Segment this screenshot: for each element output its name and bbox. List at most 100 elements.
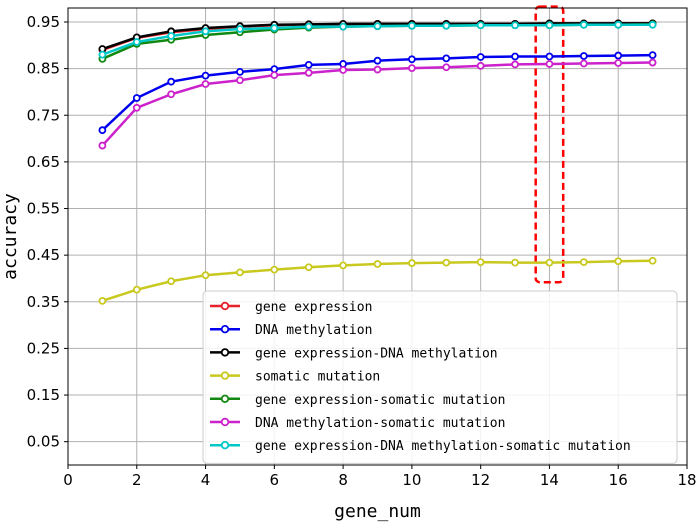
plot-frame xyxy=(67,7,688,466)
data-point xyxy=(511,52,519,61)
series-1 xyxy=(98,51,657,135)
data-point xyxy=(98,296,107,305)
data-point xyxy=(648,256,657,265)
y-tick-label: 0.85 xyxy=(27,60,60,78)
data-point xyxy=(614,20,623,29)
y-tick-label: 0.75 xyxy=(27,106,60,124)
x-axis-ticks: 0 2 4 6 8 10 12 14 16 18 xyxy=(63,465,697,489)
data-point xyxy=(579,52,588,60)
data-point xyxy=(407,64,416,73)
data-point xyxy=(373,22,382,31)
data-point xyxy=(476,61,485,70)
y-tick-label: 0.05 xyxy=(27,433,60,451)
legend-swatch-marker xyxy=(220,301,230,311)
data-point xyxy=(201,80,210,88)
series-3 xyxy=(98,256,657,305)
series-layer xyxy=(98,19,657,305)
data-point xyxy=(476,53,485,61)
data-point xyxy=(579,20,588,29)
y-tick-label: 0.25 xyxy=(27,339,60,357)
data-point xyxy=(545,52,554,61)
x-tick-label: 16 xyxy=(609,471,628,489)
highlight-region xyxy=(534,5,565,284)
legend-swatch-marker xyxy=(220,348,230,357)
data-point xyxy=(407,55,416,64)
y-tick-label: 0.35 xyxy=(27,293,60,311)
x-tick-label: 4 xyxy=(201,471,211,489)
x-tick-label: 6 xyxy=(270,471,280,489)
data-point xyxy=(339,66,348,74)
data-point xyxy=(511,60,519,69)
legend-item: gene expression-DNA methylation-somatic … xyxy=(210,439,631,454)
data-point xyxy=(201,27,210,36)
data-point xyxy=(236,268,244,277)
legend-swatch-marker xyxy=(220,417,230,427)
data-point xyxy=(407,21,416,30)
legend-swatch-marker xyxy=(220,441,230,450)
x-axis-label: gene_num xyxy=(334,501,421,522)
data-point xyxy=(236,25,244,33)
data-point xyxy=(442,21,451,30)
legend-item: gene expression xyxy=(210,300,372,315)
data-point xyxy=(442,54,451,63)
legend-label: DNA methylation-somatic mutation xyxy=(255,416,505,431)
y-tick-label: 0.15 xyxy=(27,386,60,404)
data-point xyxy=(476,21,485,30)
data-point xyxy=(201,271,210,280)
y-tick-label: 0.45 xyxy=(27,246,60,264)
data-point xyxy=(614,59,623,67)
x-tick-label: 14 xyxy=(540,471,559,489)
data-point xyxy=(373,65,382,74)
data-point xyxy=(476,258,485,267)
data-point xyxy=(545,21,554,30)
data-point xyxy=(648,51,657,59)
data-point xyxy=(373,56,382,65)
legend-swatch-marker xyxy=(220,325,230,334)
data-point xyxy=(98,141,107,150)
legend-swatch-marker xyxy=(220,394,230,403)
data-point xyxy=(648,20,657,29)
y-tick-label: 0.55 xyxy=(27,200,60,218)
legend-label: gene expression-DNA methylation xyxy=(255,346,498,361)
data-point xyxy=(545,60,554,68)
data-point xyxy=(98,50,107,59)
y-axis-label: accuracy xyxy=(0,193,21,280)
x-tick-label: 8 xyxy=(338,471,348,489)
data-point xyxy=(648,58,657,67)
legend-label: somatic mutation xyxy=(255,370,380,385)
series-6 xyxy=(98,20,657,59)
data-point xyxy=(167,32,176,40)
x-tick-label: 18 xyxy=(677,471,696,489)
legend-label: DNA methylation xyxy=(255,323,372,338)
x-tick-label: 2 xyxy=(132,471,142,489)
data-point xyxy=(167,90,176,99)
legend-label: gene expression xyxy=(255,300,372,315)
data-point xyxy=(407,259,416,267)
data-point xyxy=(545,258,554,267)
data-point xyxy=(132,94,141,102)
legend-label: gene expression-somatic mutation xyxy=(255,393,505,408)
data-point xyxy=(270,71,279,80)
data-point xyxy=(236,76,244,85)
data-point xyxy=(236,67,244,76)
data-point xyxy=(167,277,176,286)
data-point xyxy=(132,38,141,46)
data-point xyxy=(511,258,519,267)
data-point xyxy=(167,77,176,86)
legend-item: somatic mutation xyxy=(210,370,380,385)
data-point xyxy=(614,257,623,266)
data-point xyxy=(442,258,451,267)
x-tick-label: 12 xyxy=(471,471,490,489)
data-point xyxy=(132,103,141,112)
data-point xyxy=(373,260,382,268)
x-tick-label: 10 xyxy=(402,471,421,489)
data-point xyxy=(304,68,313,77)
y-tick-label: 0.95 xyxy=(27,13,60,31)
data-point xyxy=(132,285,141,294)
series-5 xyxy=(98,58,657,150)
data-point xyxy=(614,51,623,60)
data-point xyxy=(339,261,348,270)
data-point xyxy=(579,59,588,68)
y-axis-ticks: 0.05 0.15 0.25 0.35 0.45 0.55 0.65 0.75 0.85 0.95 xyxy=(27,13,68,451)
legend-box xyxy=(202,290,678,464)
